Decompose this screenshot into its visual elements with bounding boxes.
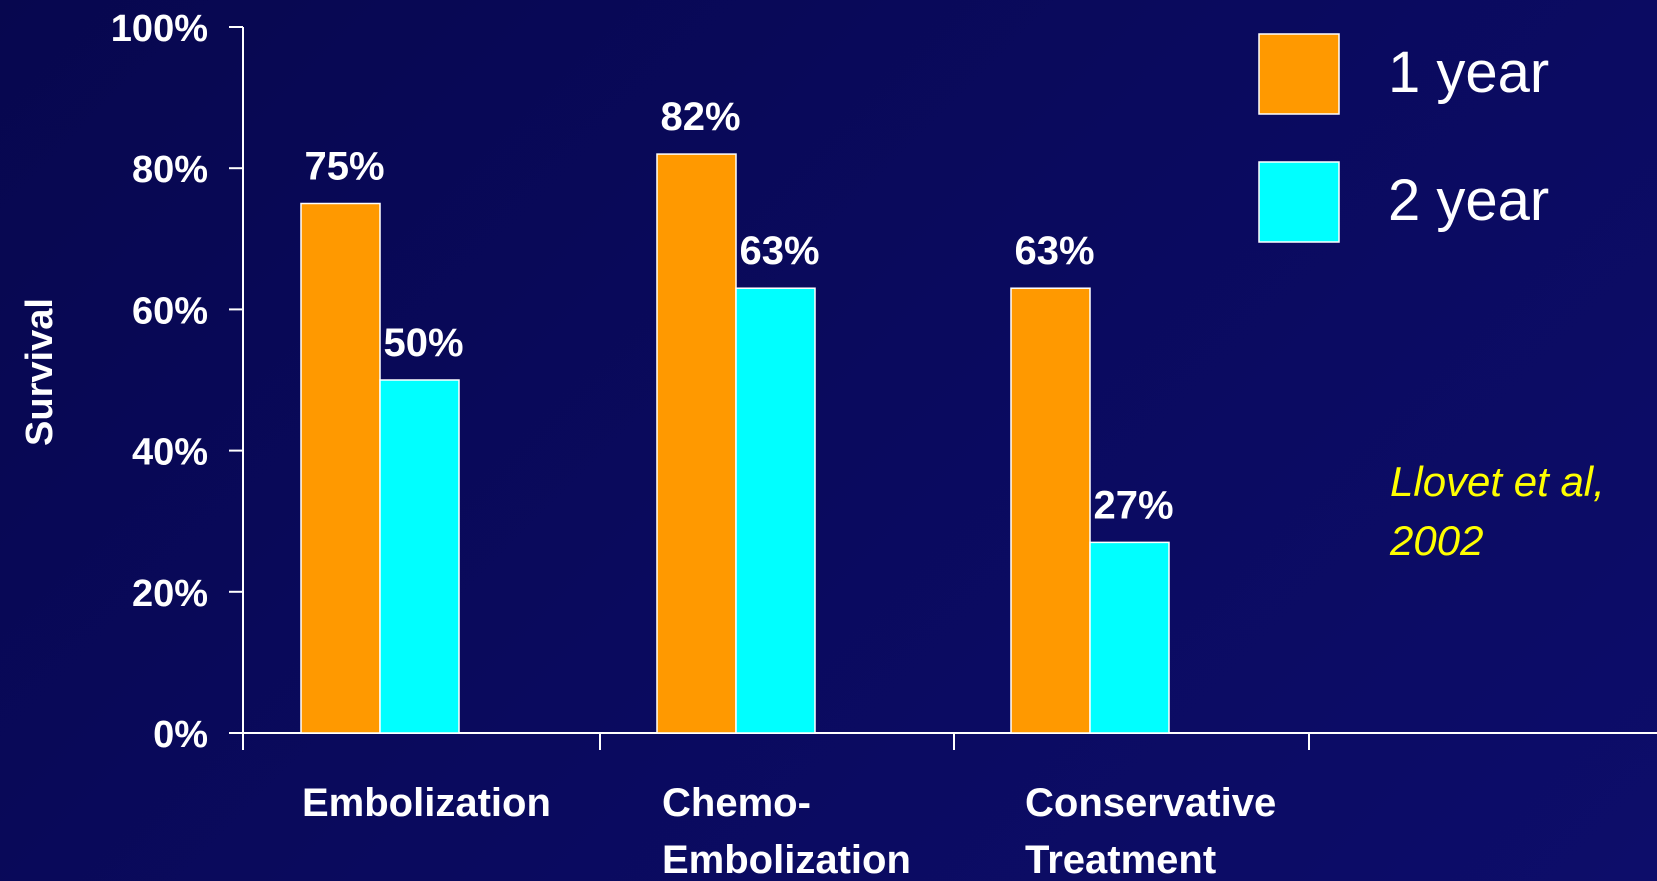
legend-label: 1 year <box>1388 40 1549 105</box>
bars <box>300 153 1170 734</box>
y-tick-label: 0% <box>153 714 208 756</box>
bar-value-label: 63% <box>1014 229 1094 273</box>
y-tick-label: 100% <box>111 8 208 50</box>
legend: 1 year 2 year <box>1258 33 1549 243</box>
bar-value-label: 50% <box>383 321 463 365</box>
bar-labels: 75% 82% 63% 50% 63% 27% <box>304 95 1173 527</box>
bar-year-1 <box>300 202 381 734</box>
citation-line-2: 2002 <box>1389 517 1483 564</box>
y-tick-label: 80% <box>132 149 208 191</box>
y-tick-label: 60% <box>132 290 208 332</box>
bar-year-2 <box>1089 541 1170 734</box>
citation-line-1: Llovet et al, <box>1390 458 1605 505</box>
y-axis: 0% 20% 40% 60% 80% 100% <box>111 8 244 756</box>
y-axis-label: Survival <box>19 298 61 446</box>
bar-year-1 <box>1010 287 1091 734</box>
x-category-label: Embolization <box>302 781 551 825</box>
bar-year-2 <box>379 379 460 734</box>
x-axis: Embolization Chemo-Embolization Conservati… <box>242 732 1657 881</box>
bar-year-2 <box>735 287 816 734</box>
y-tick-label: 20% <box>132 573 208 615</box>
bar-value-label: 63% <box>739 229 819 273</box>
x-category-label: Chemo-Embolization <box>662 781 911 881</box>
bar-value-label: 75% <box>304 145 384 189</box>
legend-label: 2 year <box>1388 168 1549 233</box>
legend-swatch <box>1258 161 1340 243</box>
y-tick-label: 40% <box>132 432 208 474</box>
bar-value-label: 82% <box>660 95 740 139</box>
legend-swatch <box>1258 33 1340 115</box>
bar-year-1 <box>656 153 737 734</box>
x-category-label: Conservative Treatment <box>1025 781 1276 881</box>
bar-value-label: 27% <box>1093 483 1173 527</box>
